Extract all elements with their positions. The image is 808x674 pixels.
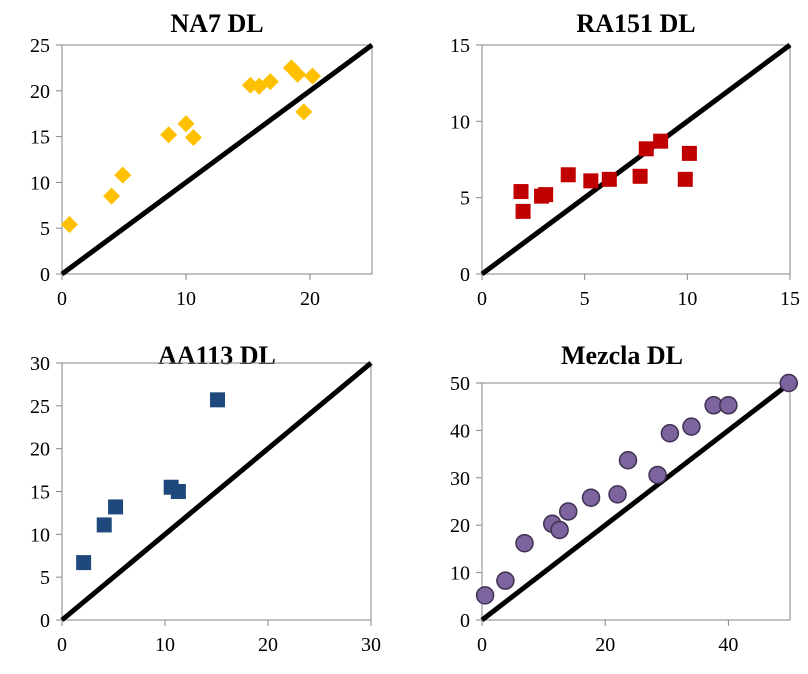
x-tick-label: 10 xyxy=(677,288,697,310)
chart-panel-aa113: AA113 DL 0 5 10 15 20 25 30 0 10 20 30 xyxy=(30,341,381,656)
x-tick-label: 5 xyxy=(580,288,590,310)
x-tick-label: 0 xyxy=(57,634,67,656)
plot-area-border xyxy=(61,44,373,275)
reference-line xyxy=(480,381,792,622)
y-tick-label: 15 xyxy=(30,127,50,149)
chart-title: NA7 DL xyxy=(170,9,263,38)
y-tick-label: 10 xyxy=(30,172,50,194)
x-tick-label: 0 xyxy=(477,634,487,656)
data-point xyxy=(515,533,534,553)
x-tick-label: 0 xyxy=(477,288,487,310)
data-point xyxy=(108,499,124,515)
reference-line xyxy=(60,42,374,277)
y-tick-label: 5 xyxy=(40,218,50,240)
data-point xyxy=(96,517,112,533)
y-tick-label: 20 xyxy=(450,515,470,537)
reference-line xyxy=(60,361,373,622)
x-tick-label: 10 xyxy=(155,634,175,656)
chart-panel-mezcla: Mezcla DL 0 10 20 30 40 50 0 20 40 xyxy=(450,341,799,656)
data-point xyxy=(60,216,78,234)
data-point xyxy=(560,167,576,183)
data-point xyxy=(581,488,601,507)
data-point xyxy=(289,65,307,83)
y-tick-label: 0 xyxy=(40,610,50,632)
chart-panel-na7: NA7 DL 0 5 10 15 20 25 0 10 20 xyxy=(30,9,374,310)
data-point xyxy=(513,184,529,200)
y-tick-label: 20 xyxy=(30,81,50,103)
x-tick-label: 15 xyxy=(780,288,800,310)
data-point xyxy=(475,586,495,605)
x-tick-label: 20 xyxy=(258,634,278,656)
data-point xyxy=(303,67,321,85)
y-tick-label: 30 xyxy=(450,468,470,490)
data-point xyxy=(114,166,132,184)
data-point xyxy=(601,171,617,187)
data-point xyxy=(681,145,697,161)
data-point xyxy=(76,555,92,571)
data-point xyxy=(515,203,531,219)
data-point xyxy=(261,73,279,91)
data-point xyxy=(538,187,554,203)
x-tick-label: 40 xyxy=(718,634,738,656)
data-point xyxy=(608,485,627,504)
y-tick-label: 40 xyxy=(450,420,470,442)
chart-title: Mezcla DL xyxy=(561,341,683,370)
data-point xyxy=(241,76,259,94)
y-tick-label: 10 xyxy=(450,563,470,585)
x-tick-label: 0 xyxy=(57,288,67,310)
x-tick-label: 20 xyxy=(595,634,615,656)
data-point xyxy=(496,571,515,590)
y-tick-label: 0 xyxy=(40,264,50,286)
data-point xyxy=(170,484,186,499)
data-point xyxy=(618,451,638,470)
data-point xyxy=(719,396,738,415)
data-point xyxy=(653,133,669,149)
chart-title: AA113 DL xyxy=(158,341,276,370)
data-point xyxy=(103,187,121,205)
y-tick-label: 25 xyxy=(30,35,50,57)
data-point xyxy=(184,129,202,147)
y-tick-label: 20 xyxy=(30,439,50,461)
data-point xyxy=(583,173,599,189)
data-point xyxy=(638,141,654,157)
reference-line xyxy=(480,42,792,277)
y-tick-label: 5 xyxy=(40,567,50,589)
chart-panel-ra151: RA151 DL 0 5 10 15 0 5 10 15 xyxy=(450,9,800,310)
data-point xyxy=(779,373,799,393)
y-tick-label: 15 xyxy=(30,482,50,504)
data-point xyxy=(660,423,680,443)
x-tick-label: 30 xyxy=(361,634,381,656)
data-point xyxy=(295,103,313,121)
chart-title: RA151 DL xyxy=(576,9,695,38)
y-tick-label: 0 xyxy=(460,264,470,286)
data-point xyxy=(677,171,693,187)
y-tick-label: 25 xyxy=(30,396,50,418)
y-tick-label: 10 xyxy=(30,524,50,546)
y-tick-label: 5 xyxy=(460,188,470,210)
plot-area-border xyxy=(481,44,791,275)
y-tick-label: 30 xyxy=(30,353,50,375)
data-point xyxy=(632,168,648,184)
data-point xyxy=(648,465,667,485)
y-tick-label: 0 xyxy=(460,610,470,632)
data-point xyxy=(550,520,569,540)
plot-area-border xyxy=(481,382,791,621)
y-tick-label: 15 xyxy=(450,35,470,57)
data-point xyxy=(558,502,578,521)
data-point xyxy=(160,126,178,144)
y-tick-label: 10 xyxy=(450,111,470,133)
data-point xyxy=(682,417,701,436)
data-point xyxy=(210,392,226,408)
data-point xyxy=(177,115,195,133)
x-tick-label: 20 xyxy=(300,288,320,310)
x-tick-label: 10 xyxy=(176,288,196,310)
y-tick-label: 50 xyxy=(450,373,470,395)
